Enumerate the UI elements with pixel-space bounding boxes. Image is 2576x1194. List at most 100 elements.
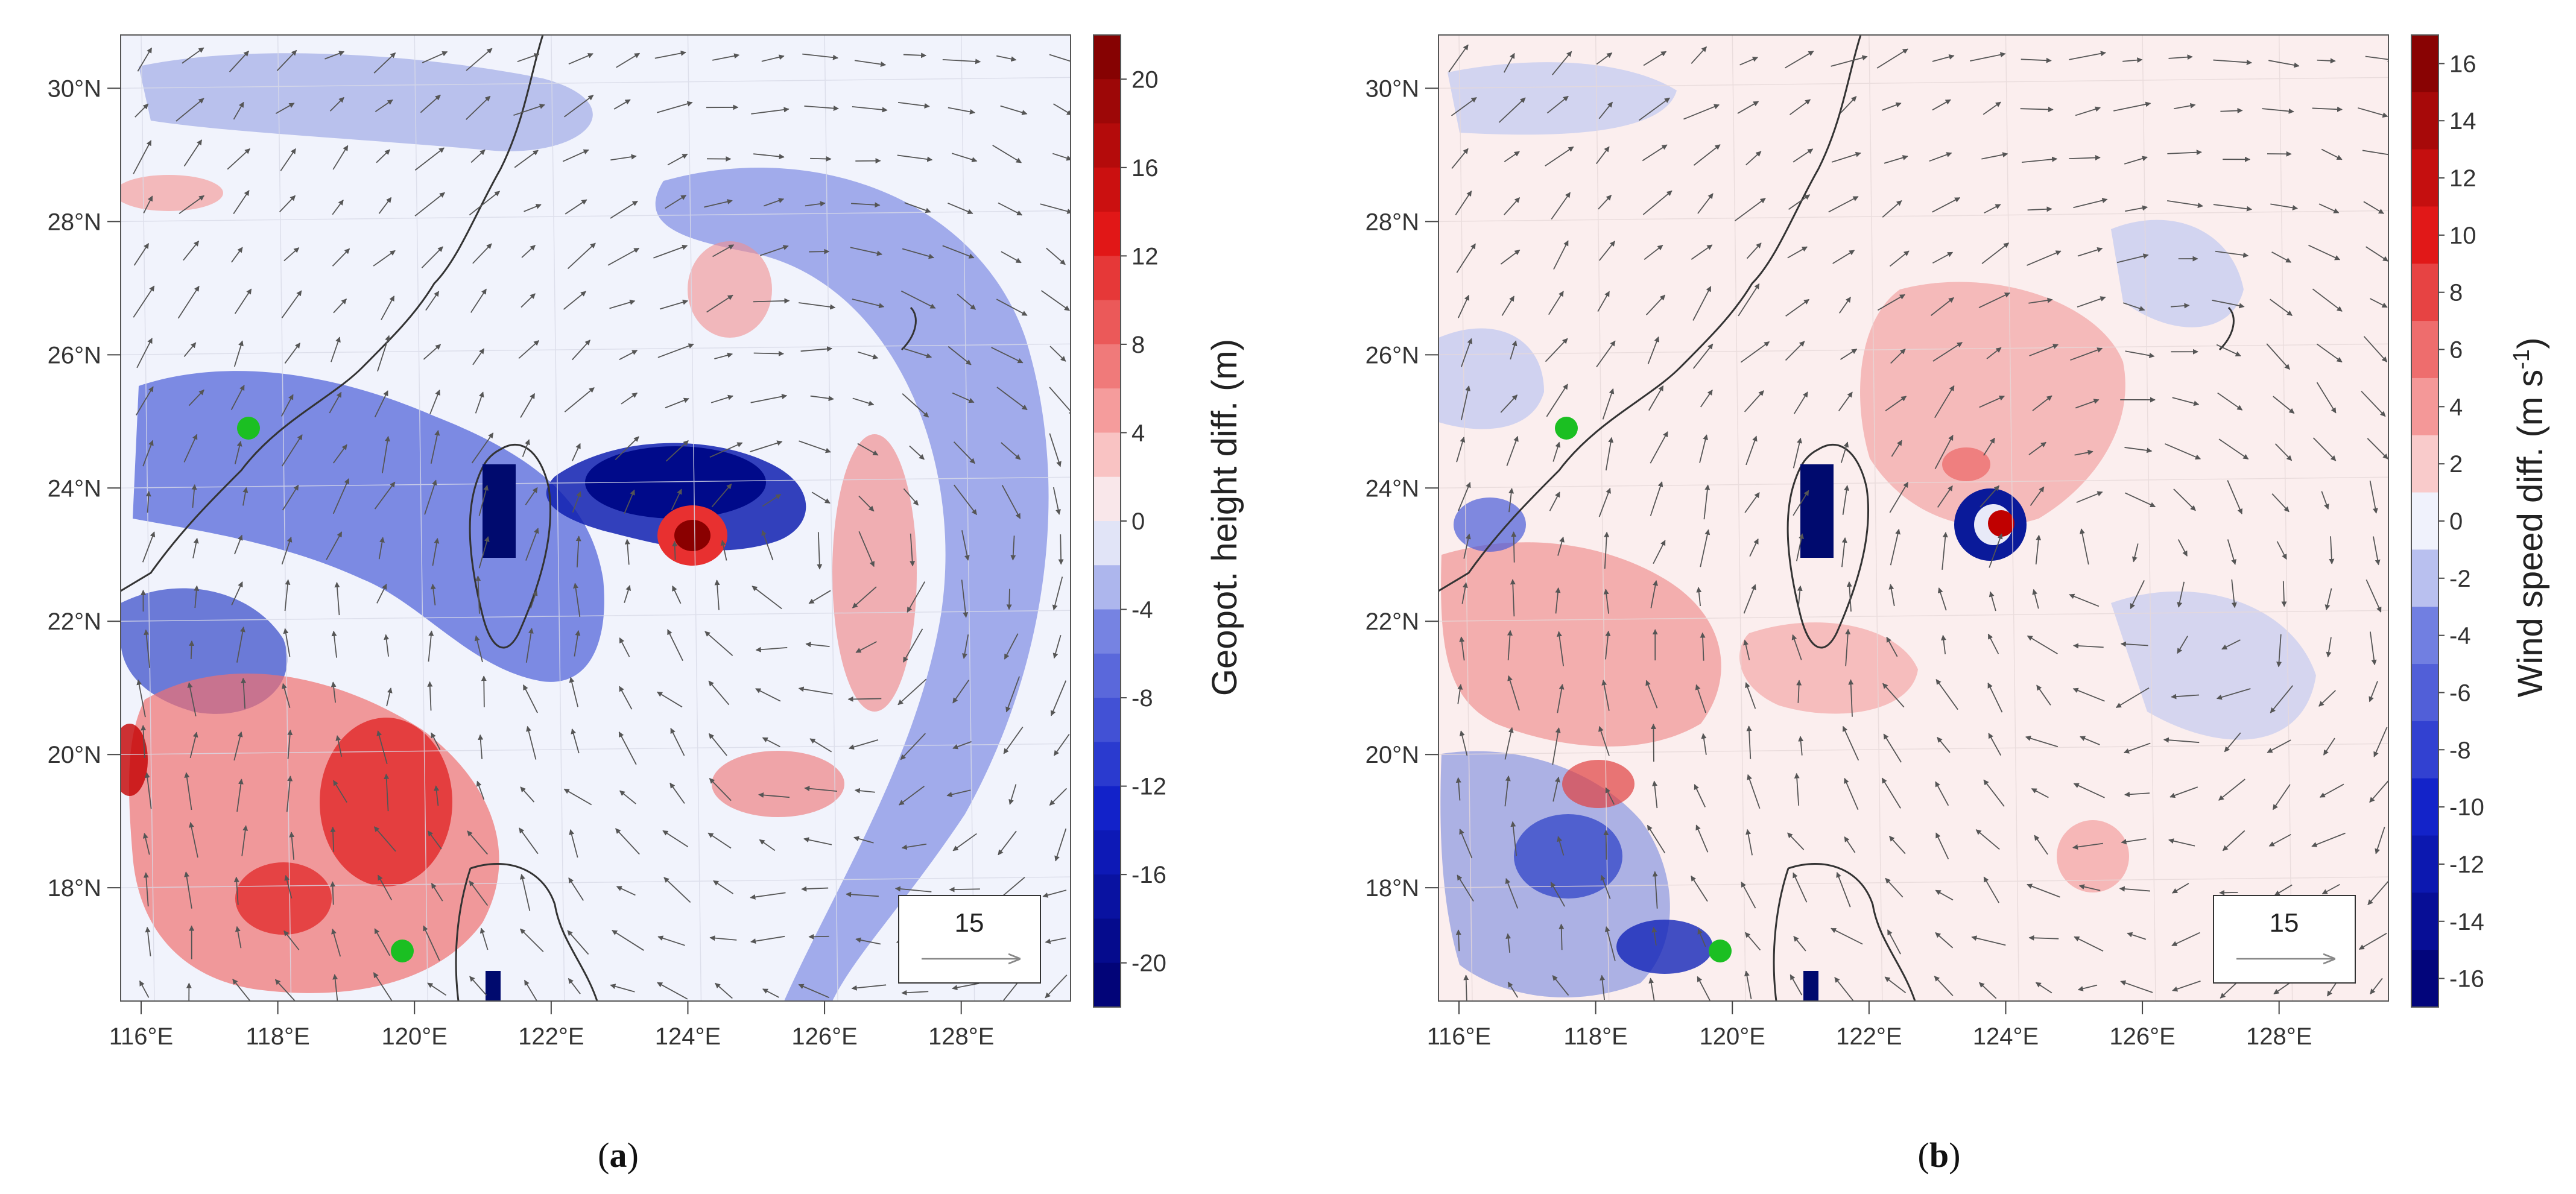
wind-vector	[420, 94, 441, 113]
wind-vector	[847, 696, 882, 702]
wind-vector	[142, 531, 156, 563]
wind-vector	[332, 444, 347, 464]
lat-label: 18°N	[1366, 875, 1419, 902]
wind-vector	[1745, 435, 1758, 466]
wind-vector	[2308, 244, 2341, 261]
wind-vector	[1844, 777, 1859, 810]
lat-label: 26°N	[1366, 342, 1419, 368]
wind-vector	[2316, 382, 2337, 414]
wind-vector	[2028, 935, 2059, 941]
wind-vector	[961, 580, 969, 618]
lon-label: 120°E	[1700, 1023, 1765, 1050]
colorbar-level	[1093, 432, 1121, 478]
wind-vector	[144, 629, 151, 668]
wind-vector	[957, 294, 976, 310]
graticule-a-lon-line	[824, 35, 838, 1001]
wind-vector	[284, 579, 291, 611]
wind-vector	[1451, 96, 1477, 116]
lat-labels-b: 30°N 28°N 26°N 24°N 22°N 20°N 18°N	[1366, 75, 1438, 902]
wind-vector	[1504, 727, 1514, 760]
wind-vector	[2074, 936, 2104, 952]
wind-vector	[952, 982, 979, 991]
wind-vector	[1739, 57, 1758, 66]
wind-vector	[1738, 283, 1760, 317]
lon-labels-a: 116°E 118°E 120°E 122°E 124°E 126°E 128°E	[109, 1001, 994, 1050]
wind-vector	[708, 680, 730, 706]
wind-vector	[189, 822, 198, 858]
wind-vector	[430, 584, 436, 605]
wind-vector	[1643, 51, 1667, 66]
mountain-mask-a	[483, 464, 516, 558]
wind-vector	[227, 148, 250, 170]
wind-vector	[1691, 244, 1713, 260]
wind-vector	[1546, 384, 1568, 417]
coastline-a	[121, 35, 917, 1001]
colorbar-tick-label: 4	[1131, 420, 1145, 446]
wind-vector	[1504, 775, 1511, 807]
wind-vector	[2220, 108, 2243, 114]
wind-vector	[2222, 830, 2245, 851]
wind-vector	[1505, 933, 1511, 953]
wind-vector	[1929, 152, 1952, 162]
wind-vector	[2115, 687, 2150, 709]
wind-vector	[384, 773, 390, 812]
field-b-blue-south-core-2	[1616, 920, 1713, 974]
wind-vector	[1785, 298, 1810, 317]
wind-vector	[1602, 388, 1615, 420]
wind-vector	[1889, 482, 1909, 513]
wind-vector	[1981, 152, 2008, 160]
wind-vector	[469, 191, 501, 216]
wind-vector	[229, 50, 250, 72]
wind-vector	[1459, 636, 1465, 661]
colorbar-level	[2411, 264, 2438, 321]
wind-vector	[2080, 736, 2100, 745]
wind-vector	[431, 883, 443, 902]
wind-vector	[2321, 148, 2343, 160]
wind-vector	[1650, 431, 1668, 464]
wind-vector	[2124, 447, 2153, 453]
wind-vector	[1597, 291, 1610, 312]
wind-vector	[1791, 634, 1802, 660]
wind-vector	[276, 49, 297, 71]
field-b-red-southwest-core	[1562, 760, 1635, 808]
field-b-blue-southeast	[2111, 591, 2316, 740]
wind-vector	[1983, 437, 1995, 456]
wind-vector	[1053, 734, 1070, 756]
coastline-b-taiwan	[1786, 443, 1870, 649]
wind-vector	[809, 738, 832, 753]
wind-vector	[1882, 200, 1902, 218]
wind-vector	[2281, 581, 2287, 607]
wind-vector	[1934, 435, 1954, 470]
wind-vector	[1887, 929, 1901, 955]
wind-vector	[2172, 981, 2201, 992]
wind-vector	[903, 347, 932, 359]
wind-vector	[333, 780, 347, 803]
wind-vector	[2124, 791, 2150, 797]
wind-vector	[478, 536, 490, 569]
graticule-a-lat-line	[121, 343, 1071, 356]
colorbar-level	[2411, 607, 2438, 665]
wind-vector	[1003, 726, 1024, 754]
graticule-a-lon-line	[687, 35, 702, 1001]
coastline-b-luzon	[1773, 863, 1916, 1001]
wind-vector	[1891, 440, 1902, 457]
wind-vector	[183, 342, 197, 357]
colorbar-tick-label: -12	[1131, 774, 1166, 800]
wind-vector	[1746, 725, 1752, 759]
wind-vector	[425, 291, 440, 311]
wind-vector	[709, 778, 732, 801]
wind-vector	[421, 246, 443, 268]
wind-vector	[1930, 297, 1954, 316]
wind-vector	[669, 782, 685, 804]
wind-vector	[1647, 824, 1666, 853]
wind-vector	[909, 445, 925, 460]
wind-vector	[374, 928, 390, 956]
wind-vector	[2227, 480, 2242, 514]
wind-vector	[1696, 587, 1702, 607]
wind-vector	[1455, 191, 1472, 215]
colorbar-level	[1093, 300, 1121, 345]
wind-vector	[2373, 727, 2388, 757]
wind-vector	[279, 195, 296, 212]
wind-vector	[753, 153, 785, 160]
wind-vector	[565, 199, 587, 215]
